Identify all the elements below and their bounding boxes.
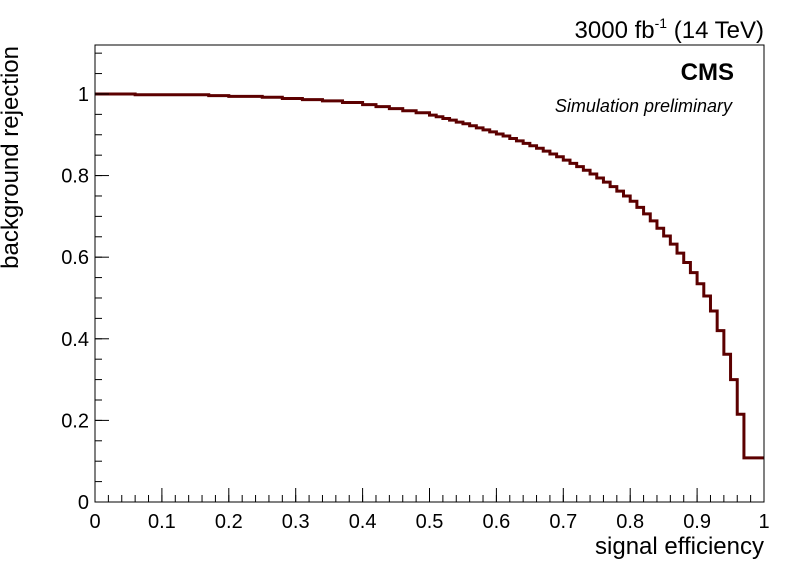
x-axis-title: signal efficiency xyxy=(595,533,764,560)
y-tick-label: 0.6 xyxy=(61,247,89,269)
ticks-layer xyxy=(94,52,765,503)
curve-layer xyxy=(95,92,764,460)
x-tick-label: 0.8 xyxy=(616,511,644,533)
x-tick-label: 1 xyxy=(758,511,769,533)
y-tick-label: 0.2 xyxy=(61,410,89,432)
tick-labels-layer: 0 0.1 0.2 0.3 0.4 0.5 0.6 0.7 0.8 0.9 1 0 0.2 0.4 0.6 0… xyxy=(61,84,769,533)
x-tick-label: 0.3 xyxy=(282,511,310,533)
simulation-label: Simulation preliminary xyxy=(555,96,733,116)
y-tick-label: 0.4 xyxy=(61,329,89,351)
y-tick-label: 0.8 xyxy=(61,166,89,188)
y-tick-label: 0 xyxy=(78,492,89,514)
luminosity-label: 3000 fb-1 (14 TeV) xyxy=(575,15,764,44)
x-tick-label: 0.1 xyxy=(148,511,176,533)
y-tick-label: 1 xyxy=(78,84,89,106)
x-tick-label: 0.7 xyxy=(549,511,577,533)
x-tick-label: 0.2 xyxy=(215,511,243,533)
x-tick-label: 0 xyxy=(89,511,100,533)
y-axis-title: background rejection xyxy=(0,46,24,269)
cms-label: CMS xyxy=(681,59,734,86)
x-tick-label: 0.6 xyxy=(482,511,510,533)
roc-curve-series xyxy=(95,92,764,460)
x-tick-label: 0.5 xyxy=(416,511,444,533)
x-tick-label: 0.9 xyxy=(683,511,711,533)
x-tick-label: 0.4 xyxy=(349,511,377,533)
